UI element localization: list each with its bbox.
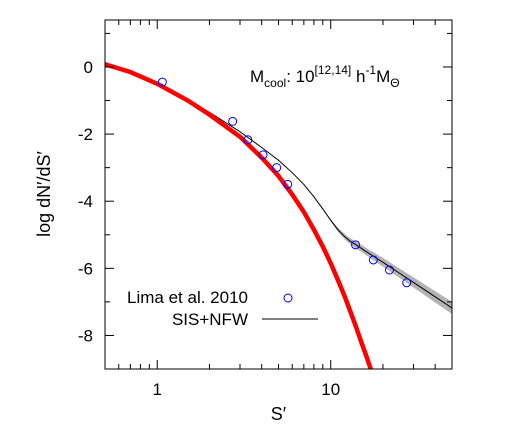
annotation-h: h: [351, 67, 365, 86]
series-lines: [105, 62, 452, 369]
data-point: [384, 265, 394, 275]
data-point: [157, 77, 167, 87]
axis-ticks: 1 10 0 -2 -4 -6 -8: [78, 20, 452, 399]
model-curve-red: [105, 62, 374, 369]
annotation-base: M: [250, 67, 264, 86]
data-point: [368, 255, 378, 265]
annotation-mass-range: Mcool: 10[12,14] h-1MΘ: [250, 63, 400, 90]
annotation-mid-sup: [12,14]: [315, 63, 352, 77]
y-tick-label: 0: [84, 58, 93, 77]
legend-label-sisnfw: SIS+NFW: [172, 310, 248, 329]
sisnfw-uncertainty-band: [105, 65, 452, 314]
series-band-1: [105, 65, 452, 314]
data-point: [402, 278, 412, 288]
legend: Lima et al. 2010 SIS+NFW: [127, 288, 318, 329]
data-point: [228, 116, 238, 126]
y-tick-label: -4: [78, 192, 93, 211]
plot-frame: [104, 19, 453, 370]
data-point: [272, 163, 282, 173]
legend-label-lima: Lima et al. 2010: [127, 288, 248, 307]
data-point: [283, 179, 293, 189]
data-point: [258, 150, 268, 160]
annotation-base-sub: cool: [264, 76, 286, 90]
y-axis-label: log dN′/dS′: [34, 150, 54, 236]
data-point: [243, 135, 253, 145]
legend-marker-lima: [283, 293, 293, 303]
x-tick-label: 1: [152, 380, 161, 399]
annotation-mid: : 10: [286, 67, 314, 86]
y-tick-label: -8: [78, 326, 93, 345]
y-tick-label: -6: [78, 259, 93, 278]
annotation-m2: M: [376, 67, 390, 86]
scatter-points: [157, 77, 412, 288]
annotation-m2-sub: Θ: [390, 76, 399, 90]
x-axis-label: S′: [271, 404, 287, 424]
data-point: [351, 240, 361, 250]
x-tick-label: 10: [321, 380, 340, 399]
y-tick-label: -2: [78, 125, 93, 144]
annotation-h-sup: -1: [365, 63, 376, 77]
